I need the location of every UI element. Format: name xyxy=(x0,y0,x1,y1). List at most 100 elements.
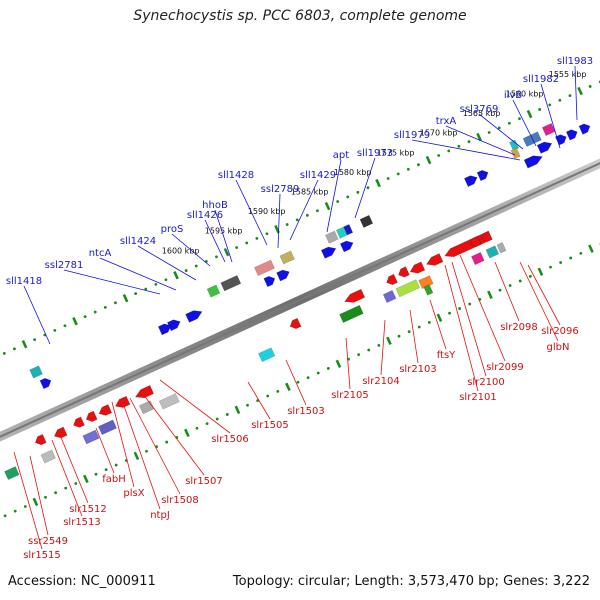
bottom-tick-track-dot xyxy=(266,394,270,398)
top-tick-track-major-tick xyxy=(21,340,28,349)
bottom-tick-track-dot xyxy=(468,302,472,306)
bottom-gene-leader xyxy=(129,397,181,495)
top-tick-track-dot xyxy=(245,241,249,245)
bottom-gene-label: fabH xyxy=(102,474,126,485)
top-tick-track-dot xyxy=(215,255,218,259)
top-tick-track-dot xyxy=(467,140,471,144)
bottom-tick-track-dot xyxy=(13,509,17,513)
bottom-gene-leader xyxy=(121,399,161,510)
top-tick-track-dot xyxy=(518,117,521,121)
top-gene-leader xyxy=(204,219,226,263)
bottom-gene-label: slr1515 xyxy=(23,550,61,561)
bottom-tick-track-dot xyxy=(407,330,411,333)
forward-gene-arrow xyxy=(463,175,478,187)
forward-gene-arrow xyxy=(523,155,543,169)
genome-backbone-core xyxy=(0,162,600,438)
top-tick-track-dot xyxy=(447,149,451,153)
bottom-tick-track-dot xyxy=(559,261,563,264)
bottom-tick-track-dot xyxy=(458,307,462,310)
forward-gene-arrow xyxy=(578,123,591,135)
top-tick-track-major-tick xyxy=(72,317,78,326)
top-tick-track-dot xyxy=(235,246,239,249)
bottom-tick-track-dot xyxy=(528,274,532,278)
bottom-tick-track-dot xyxy=(296,380,300,384)
top-tick-track-major-tick xyxy=(526,109,533,119)
top-tick-track-dot xyxy=(558,98,562,102)
forward-gene-box xyxy=(29,365,43,379)
reverse-gene-arrow xyxy=(85,410,98,422)
bottom-tick-track-dot xyxy=(94,472,98,476)
bottom-tick-track-dot xyxy=(114,463,118,467)
bottom-tick-track-dot xyxy=(225,413,229,416)
top-tick-track-dot xyxy=(396,172,400,176)
bottom-tick-track-dot xyxy=(23,505,27,508)
bottom-gene-label: slr2098 xyxy=(500,322,538,333)
top-tick-track-dot xyxy=(497,126,501,130)
bottom-gene-label: ntpJ xyxy=(150,510,170,521)
reverse-gene-arrow xyxy=(134,385,155,399)
top-gene-label: sll1424 xyxy=(120,236,156,247)
kbp-label: 1575 kbp xyxy=(377,148,415,157)
bottom-gene-leader xyxy=(247,381,271,420)
top-gene-leader xyxy=(171,233,211,267)
bottom-tick-track-major-tick xyxy=(234,405,241,415)
top-tick-track-dot xyxy=(53,329,57,332)
bottom-gene-label: slr2096 xyxy=(541,326,579,337)
kbp-label: 1580 kbp xyxy=(334,168,372,177)
bottom-tick-track-dot xyxy=(498,288,502,292)
bottom-gene-label: slr2105 xyxy=(331,390,369,401)
top-tick-track-major-tick xyxy=(476,132,482,142)
top-gene-leader xyxy=(289,179,319,241)
top-gene-leader xyxy=(137,245,197,281)
bottom-gene-label: slr2100 xyxy=(467,377,505,388)
top-tick-track-dot xyxy=(265,232,269,236)
reverse-gene-arrow xyxy=(73,416,85,428)
bottom-gene-label: slr1513 xyxy=(63,517,101,528)
bottom-tick-track-dot xyxy=(54,491,58,495)
forward-gene-box xyxy=(324,230,339,244)
top-tick-track-dot xyxy=(386,177,390,180)
bottom-tick-track-dot xyxy=(276,390,280,393)
bottom-gene-leader xyxy=(429,299,447,350)
bottom-tick-track-dot xyxy=(316,371,320,375)
top-gene-label: sll1973 xyxy=(357,148,393,159)
top-tick-track-dot xyxy=(144,287,148,291)
top-tick-track-dot xyxy=(538,108,542,111)
bottom-gene-label: slr2103 xyxy=(399,364,437,375)
reverse-gene-box xyxy=(4,466,20,481)
top-tick-track-dot xyxy=(134,292,138,295)
reverse-gene-arrow xyxy=(469,235,482,247)
kbp-label: 1565 kbp xyxy=(463,109,501,118)
bottom-tick-track-major-tick xyxy=(285,382,291,392)
bottom-tick-track-dot xyxy=(104,468,108,472)
reverse-gene-arrow xyxy=(386,273,398,286)
forward-gene-arrow xyxy=(565,129,578,141)
bottom-gene-label: glbN xyxy=(547,342,570,353)
top-tick-track-dot xyxy=(305,213,309,217)
bottom-tick-track-major-tick xyxy=(588,244,594,253)
reverse-gene-box xyxy=(138,400,155,415)
forward-gene-arrow xyxy=(185,310,203,323)
top-tick-track-dot xyxy=(507,121,511,125)
bottom-tick-track-major-tick xyxy=(487,290,493,299)
top-tick-track-dot xyxy=(184,269,188,272)
top-gene-label: apt xyxy=(333,150,349,161)
reverse-gene-arrow xyxy=(398,266,410,278)
top-tick-track-major-tick xyxy=(425,155,432,165)
reverse-gene-box xyxy=(496,242,507,254)
reverse-gene-arrow xyxy=(444,230,493,258)
top-gene-label: hhoB xyxy=(202,200,228,211)
top-gene-leader xyxy=(23,285,51,345)
forward-gene-box xyxy=(220,274,242,292)
bottom-gene-label: slr1506 xyxy=(211,434,249,445)
top-tick-track-dot xyxy=(487,131,491,134)
reverse-gene-box xyxy=(395,279,421,298)
top-tick-track-dot xyxy=(588,85,592,88)
top-tick-track-major-tick xyxy=(577,86,583,96)
top-tick-track-dot xyxy=(255,236,259,240)
bottom-gene-leader xyxy=(451,261,487,377)
bottom-gene-leader xyxy=(29,455,49,536)
bottom-gene-leader xyxy=(51,439,83,517)
reverse-gene-box xyxy=(423,284,434,296)
